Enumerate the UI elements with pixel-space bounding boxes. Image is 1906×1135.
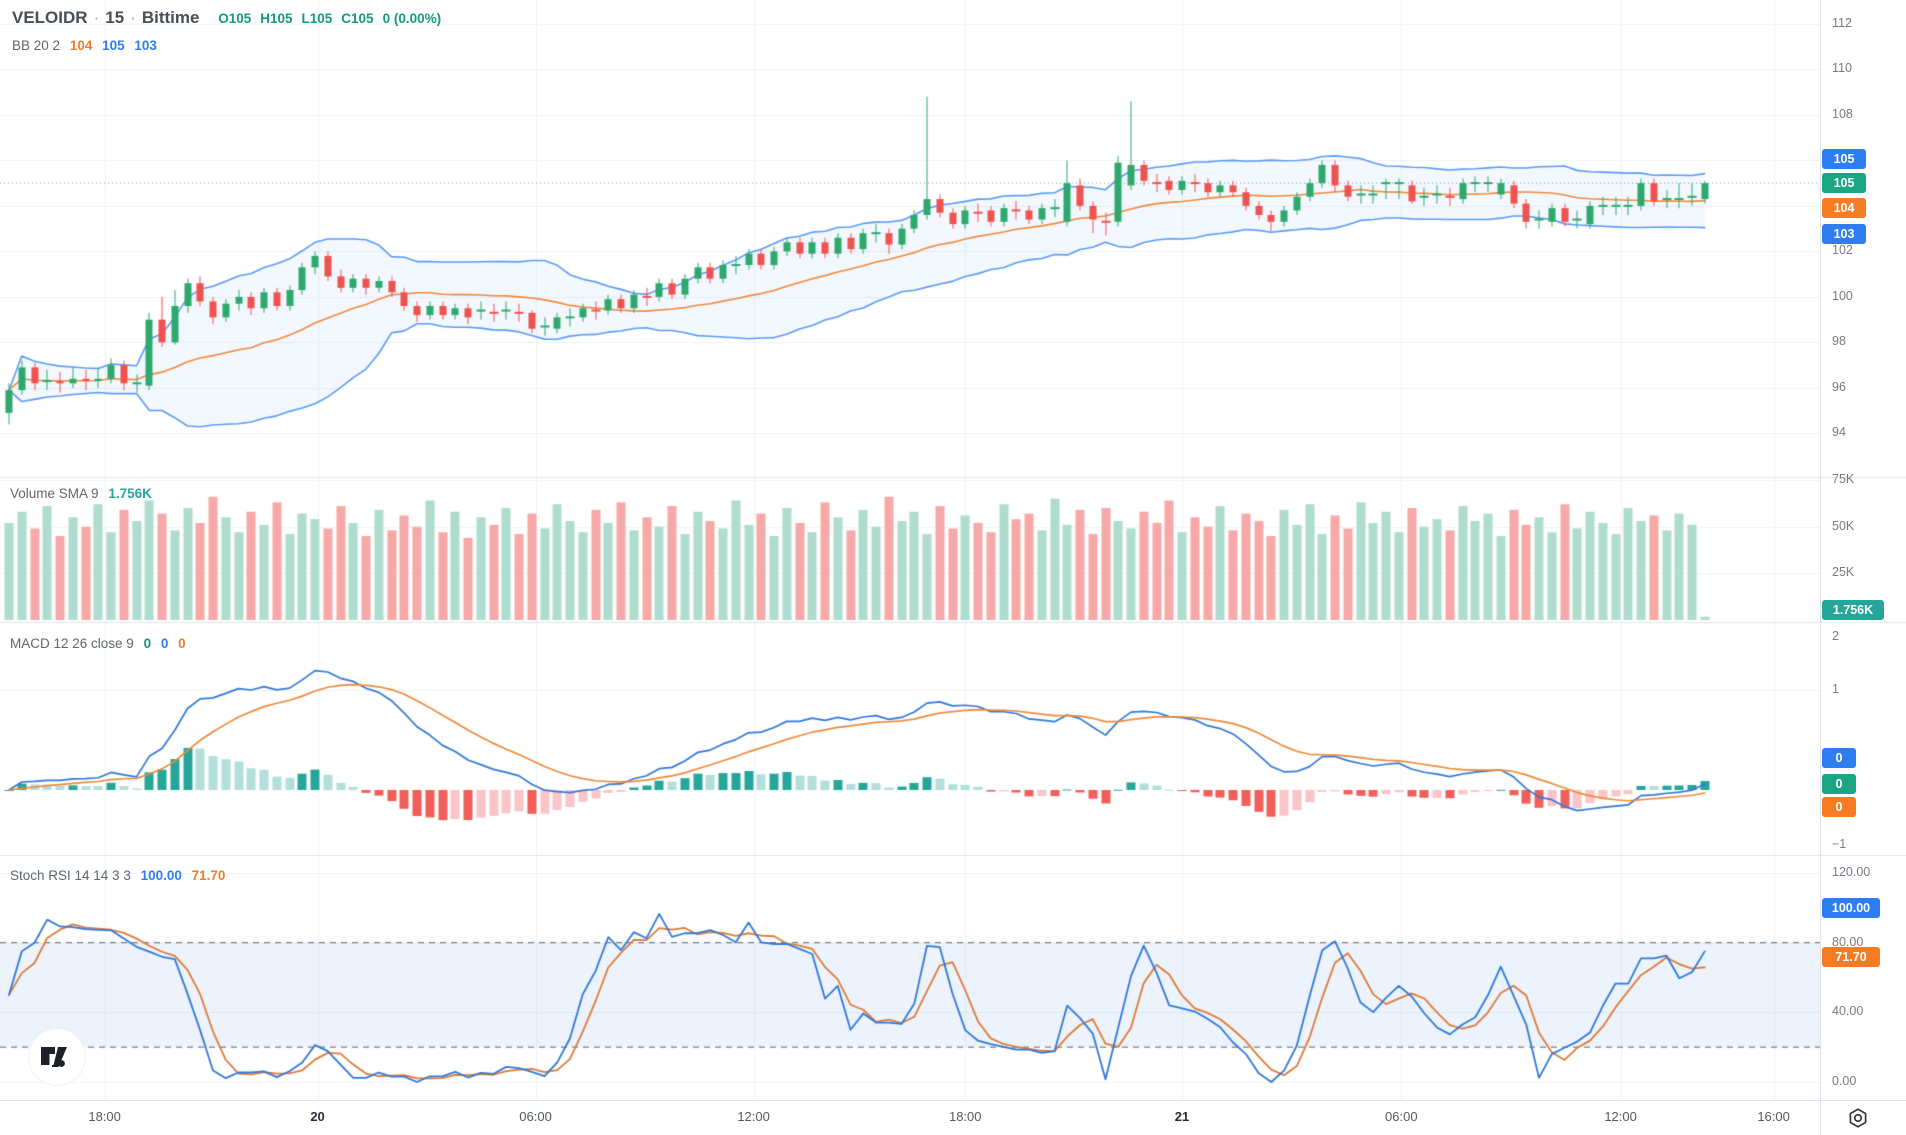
price-axis-badge: 105	[1822, 173, 1866, 194]
stoch-rsi-indicator-header[interactable]: Stoch RSI 14 14 3 3 100.00 71.70	[10, 868, 225, 883]
exchange-label: Bittime	[141, 8, 200, 27]
separator-dot: ·	[93, 8, 100, 27]
price-axis-tick: 100	[1832, 288, 1853, 303]
macd-axis-tick: 2	[1832, 629, 1839, 643]
macd-axis-badge: 0	[1822, 797, 1856, 817]
change-value: 0 (0.00%)	[382, 11, 442, 26]
stoch-axis-tick: 80.00	[1832, 934, 1864, 949]
time-axis-tick: 06:00	[519, 1109, 552, 1124]
bb-lower-value: 103	[134, 38, 157, 53]
price-axis-tick: 108	[1832, 106, 1853, 121]
ohlc-readout: O105 H105 L105 C105 0 (0.00%)	[218, 11, 450, 26]
stoch-axis-tick: 40.00	[1832, 1004, 1864, 1019]
chart-header: VELOIDR · 15 · Bittime O105 H105 L105 C105 0 (0.…	[12, 8, 450, 28]
interval-label[interactable]: 15	[105, 8, 125, 27]
tradingview-logo-glyph	[41, 1047, 67, 1067]
volume-axis-tick: 25K	[1832, 565, 1855, 580]
price-axis-tick: 102	[1832, 243, 1853, 258]
time-axis-tick: 12:00	[1604, 1109, 1637, 1124]
separator-dot: ·	[130, 8, 136, 27]
symbol-title[interactable]: VELOIDR	[12, 8, 88, 27]
stoch-axis-badge: 71.70	[1822, 947, 1880, 968]
macd-line-value: 0	[160, 636, 169, 651]
time-axis-tick: 18:00	[948, 1109, 982, 1124]
bb-label: BB 20 2	[12, 38, 61, 53]
stoch-k-value: 100.00	[140, 868, 182, 883]
macd-indicator-header[interactable]: MACD 12 26 close 9 0 0 0	[10, 636, 186, 651]
tradingview-logo[interactable]	[29, 1029, 85, 1085]
macd-hist-value: 0	[143, 636, 152, 651]
time-axis-border[interactable]	[0, 1100, 1906, 1101]
close-value: C105	[341, 11, 374, 26]
time-axis-tick: 06:00	[1385, 1109, 1418, 1124]
price-axis-badge: 104	[1822, 197, 1866, 218]
price-axis-badge: 103	[1822, 224, 1866, 245]
price-axis-badge: 105	[1822, 149, 1866, 170]
stoch-axis-tick: 120.00	[1832, 865, 1871, 879]
price-axis-tick: 112	[1832, 15, 1852, 30]
macd-label: MACD 12 26 close 9	[10, 636, 134, 651]
price-axis-tick: 110	[1832, 61, 1852, 76]
price-axis-tick: 98	[1832, 334, 1846, 349]
axis-settings-button[interactable]	[1846, 1106, 1870, 1130]
time-axis-tick: 20	[310, 1109, 325, 1124]
volume-indicator-header[interactable]: Volume SMA 9 1.756K	[10, 486, 152, 501]
time-axis-tick: 21	[1174, 1109, 1190, 1124]
time-axis-tick: 12:00	[737, 1109, 770, 1124]
price-axis-border[interactable]	[1820, 0, 1821, 1135]
volume-axis-tick: 50K	[1832, 518, 1855, 533]
stoch-axis-badge: 100.00	[1822, 897, 1880, 918]
macd-axis-tick: −1	[1832, 837, 1847, 851]
stoch-d-value: 71.70	[191, 868, 226, 883]
macd-axis-badge: 0	[1822, 774, 1856, 794]
stoch-label: Stoch RSI 14 14 3 3	[10, 868, 131, 883]
price-axis-tick: 96	[1832, 379, 1846, 394]
stoch-axis-tick: 0.00	[1832, 1074, 1857, 1088]
volume-label: Volume SMA 9	[10, 486, 99, 501]
macd-axis-badge: 0	[1822, 748, 1856, 768]
low-value: L105	[301, 11, 333, 26]
volume-axis-badge: 1.756K	[1822, 600, 1884, 620]
high-value: H105	[260, 11, 293, 26]
price-axis-tick: 94	[1832, 425, 1846, 440]
gear-icon	[1849, 1108, 1867, 1128]
time-axis-tick: 18:00	[88, 1109, 121, 1124]
open-value: O105	[218, 11, 252, 26]
volume-axis-tick: 75K	[1832, 471, 1855, 486]
bb-indicator-header[interactable]: BB 20 2 104 105 103	[12, 38, 157, 53]
time-axis-tick: 16:00	[1757, 1109, 1790, 1124]
volume-value: 1.756K	[108, 486, 152, 501]
bb-basis-value: 104	[69, 38, 93, 53]
macd-signal-value: 0	[178, 636, 186, 651]
macd-axis-tick: 1	[1832, 682, 1839, 696]
bb-upper-value: 105	[102, 38, 125, 53]
